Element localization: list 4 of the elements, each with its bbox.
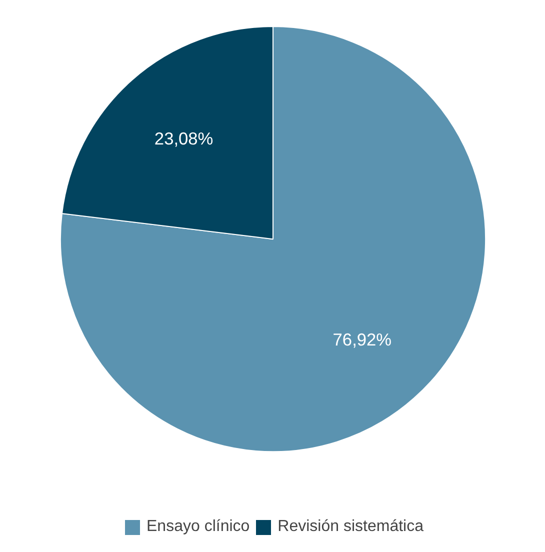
data-label: 76,92% (332, 330, 392, 350)
data-label: 23,08% (154, 128, 214, 148)
legend-label: Revisión sistemática (278, 518, 424, 536)
legend-label: Ensayo clínico (146, 518, 250, 536)
